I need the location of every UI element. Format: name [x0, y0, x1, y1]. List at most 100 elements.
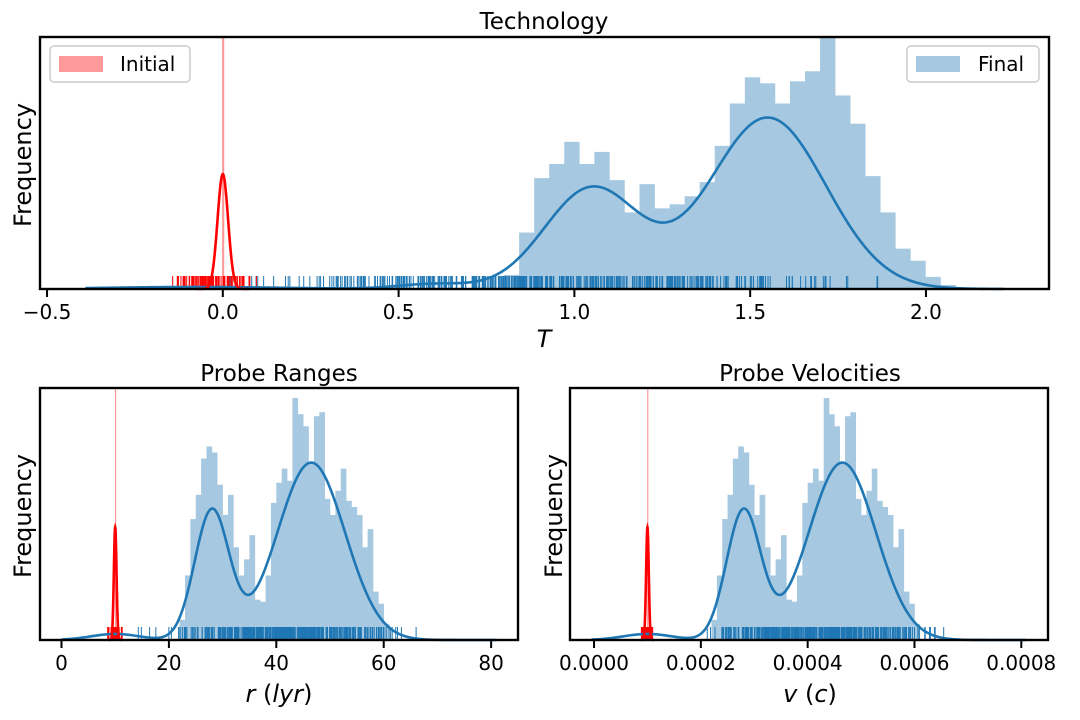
- final-histogram-bar: [270, 502, 277, 640]
- technology-panel: Technology Frequency T −0.5 0.0 0.5 1.0 1.5 2…: [9, 9, 1051, 353]
- final-histogram-bar: [367, 529, 374, 640]
- probe-velocities-title: Probe Velocities: [719, 361, 901, 387]
- final-histogram-bar: [791, 601, 798, 640]
- final-histogram-bar: [190, 519, 197, 640]
- technology-initial-histogram: [222, 37, 225, 289]
- final-histogram-bar: [244, 559, 250, 640]
- final-histogram-bar: [834, 426, 841, 640]
- final-histogram-bar: [789, 81, 806, 290]
- final-histogram-bar: [378, 603, 385, 640]
- xtick-label: 20: [156, 651, 181, 675]
- final-histogram-bar: [898, 529, 905, 640]
- final-histogram-bar: [796, 575, 803, 640]
- probe-ranges-xlabel-var: r: [246, 680, 258, 708]
- probe-ranges-ylabel: Frequency: [9, 454, 37, 578]
- initial-histogram-bar: [222, 37, 225, 289]
- final-histogram-bar: [770, 575, 776, 640]
- final-histogram-bar: [684, 196, 700, 289]
- probe-ranges-final-rug: [137, 627, 417, 640]
- technology-xlabel: T: [537, 325, 554, 353]
- probe-ranges-initial-histogram: [114, 388, 117, 640]
- legend-final: Final: [906, 45, 1040, 83]
- final-histogram-bar: [217, 484, 223, 640]
- probe-velocities-ylabel: Frequency: [540, 454, 568, 578]
- final-histogram-bar: [351, 506, 358, 640]
- final-histogram-bar: [195, 494, 202, 640]
- final-histogram-bar: [206, 446, 213, 640]
- xtick-label: 1.0: [558, 300, 590, 324]
- final-histogram-bar: [185, 575, 191, 640]
- final-histogram-bar: [855, 498, 862, 640]
- final-histogram-bar: [201, 458, 207, 640]
- probe-ranges-panel: Probe Ranges Frequency r (lyr) 0 20 40 60 80: [9, 361, 520, 708]
- initial-histogram-bar: [647, 388, 649, 640]
- final-histogram-bar: [805, 71, 821, 289]
- final-histogram-bar: [292, 398, 299, 640]
- final-histogram-bar: [729, 103, 746, 289]
- final-histogram-bar: [786, 599, 792, 640]
- final-histogram-bar: [823, 398, 830, 640]
- probe-velocities-xlabel: v (c): [783, 680, 837, 708]
- final-histogram-bar: [820, 37, 836, 289]
- final-histogram-bar: [865, 176, 881, 289]
- final-histogram-bar: [227, 494, 234, 640]
- final-histogram-bar: [871, 468, 878, 640]
- final-histogram-bar: [308, 462, 315, 640]
- final-histogram-bar: [775, 559, 782, 640]
- final-histogram-bar: [877, 500, 883, 640]
- initial-histogram-bar: [114, 388, 117, 640]
- final-histogram-bar: [866, 490, 873, 640]
- final-histogram-bar: [861, 515, 867, 640]
- probe-velocities-panel: Probe Velocities Frequency v (c) 0.0000 0…: [540, 361, 1056, 708]
- final-histogram-bar: [276, 482, 282, 640]
- probe-velocities-final-histogram: [711, 398, 921, 640]
- final-histogram-bar: [845, 416, 851, 640]
- final-histogram-bar: [802, 502, 808, 640]
- final-histogram-bar: [764, 547, 771, 640]
- legend-initial-label: Initial: [120, 52, 175, 76]
- xtick-label: 0.0008: [986, 651, 1056, 675]
- final-histogram-bar: [254, 599, 261, 640]
- xtick-label: 40: [264, 651, 289, 675]
- final-histogram-bar: [313, 416, 320, 640]
- probe-ranges-xticks: 0 20 40 60 80: [55, 640, 504, 675]
- final-histogram-bar: [211, 452, 218, 640]
- final-histogram-bar: [287, 480, 293, 640]
- probe-velocities-final-rug: [706, 627, 945, 640]
- xtick-label: 1.5: [734, 300, 766, 324]
- legend-initial-box: [49, 45, 191, 83]
- xtick-label: 80: [478, 651, 503, 675]
- final-histogram-bar: [759, 494, 766, 640]
- probe-ranges-title: Probe Ranges: [200, 361, 357, 387]
- final-histogram-bar: [743, 452, 750, 640]
- final-histogram-bar: [754, 515, 760, 640]
- final-histogram-bar: [260, 601, 266, 640]
- final-histogram-bar: [818, 480, 824, 640]
- final-histogram-bar: [909, 603, 915, 640]
- final-histogram-bar: [722, 519, 728, 640]
- final-histogram-bar: [265, 575, 272, 640]
- final-histogram-bar: [780, 535, 787, 640]
- final-histogram-bar: [880, 212, 896, 289]
- final-histogram-bar: [893, 547, 899, 640]
- legend-final-label: Final: [978, 52, 1024, 76]
- final-histogram-bar: [716, 575, 723, 640]
- final-histogram-bar: [654, 208, 670, 289]
- final-histogram-bar: [222, 515, 229, 640]
- final-histogram-bar: [850, 123, 866, 289]
- technology-xticks: −0.5 0.0 0.5 1.0 1.5 2.0: [23, 289, 942, 324]
- technology-ylabel: Frequency: [9, 103, 37, 227]
- final-histogram-bar: [249, 535, 256, 640]
- final-histogram-bar: [297, 414, 304, 640]
- xtick-label: 60: [371, 651, 396, 675]
- final-histogram-bar: [609, 180, 625, 289]
- final-histogram-bar: [748, 484, 755, 640]
- final-histogram-bar: [346, 500, 352, 640]
- technology-title: Technology: [479, 9, 609, 35]
- xtick-label: 0.0000: [559, 651, 629, 675]
- final-histogram-bar: [579, 164, 595, 289]
- final-histogram-bar: [669, 204, 685, 289]
- xtick-label: 0: [55, 651, 68, 675]
- legend-initial-swatch: [59, 56, 103, 72]
